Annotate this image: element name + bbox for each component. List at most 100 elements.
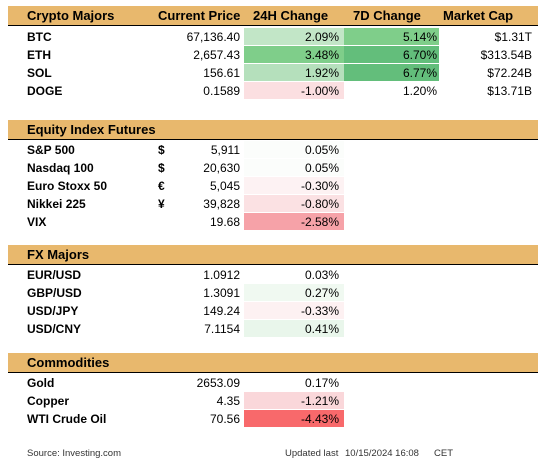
commodities-header: Commodities — [8, 353, 538, 373]
change-7d-fill — [344, 46, 439, 63]
commodity-name: Gold — [27, 376, 55, 390]
pair-name: USD/JPY — [27, 304, 79, 318]
change-7d: 6.70% — [402, 48, 437, 62]
crypto-row: SOL 156.61 1.92% 6.77% $72.24B — [8, 64, 538, 82]
equity-row: VIX 19.68 -2.58% — [8, 213, 538, 231]
index-change: -2.58% — [300, 215, 339, 229]
change-7d: 5.14% — [402, 30, 437, 44]
change-fill — [244, 392, 344, 409]
pair-name: EUR/USD — [27, 268, 82, 282]
currency-symbol: $ — [158, 161, 165, 175]
equity-section: Equity Index Futures S&P 500 $5,911 0.05% N… — [8, 120, 538, 230]
change-7d-fill — [344, 28, 439, 45]
change-24h: 1.92% — [304, 66, 339, 80]
change-fill — [244, 302, 344, 319]
crypto-row: BTC 67,136.40 2.09% 5.14% $1.31T — [8, 28, 538, 46]
change-7d-fill — [344, 82, 439, 99]
change-fill — [244, 284, 344, 301]
col-current-price: Current Price — [158, 8, 241, 23]
commodity-price: 4.35 — [216, 394, 240, 408]
commodity-row: Gold 2653.09 0.17% — [8, 374, 538, 392]
fx-header: FX Majors — [8, 245, 538, 265]
change-fill — [244, 374, 344, 391]
asset-name: ETH — [27, 48, 51, 62]
change-7d: 1.20% — [402, 84, 437, 98]
change-fill — [244, 195, 344, 212]
index-change: -0.30% — [300, 179, 339, 193]
change-24h-fill — [244, 28, 344, 45]
pair-price: 1.3091 — [203, 286, 240, 300]
fx-row: USD/CNY 7.1154 0.41% — [8, 320, 538, 338]
change-7d-fill — [344, 64, 439, 81]
index-price: 5,045 — [209, 179, 240, 193]
change-fill — [244, 177, 344, 194]
change-24h-fill — [244, 46, 344, 63]
fx-row: EUR/USD 1.0912 0.03% — [8, 266, 538, 284]
col-market-cap: Market Cap — [443, 8, 514, 23]
updated-timestamp: 10/15/2024 16:08 — [345, 448, 419, 459]
change-24h: 2.09% — [304, 30, 339, 44]
crypto-section: Crypto Majors Current Price 24H Change 7… — [8, 6, 538, 102]
commodity-price: 70.56 — [209, 412, 240, 426]
col-24h-change: 24H Change — [253, 8, 329, 23]
pair-change: 0.03% — [304, 268, 339, 282]
equity-row: S&P 500 $5,911 0.05% — [8, 141, 538, 159]
change-fill — [244, 159, 344, 176]
equity-row: Euro Stoxx 50 €5,045 -0.30% — [8, 177, 538, 195]
current-price: 67,136.40 — [186, 30, 240, 44]
change-fill — [244, 141, 344, 158]
index-change: 0.05% — [304, 143, 339, 157]
change-fill — [244, 410, 344, 427]
index-change: -0.80% — [300, 197, 339, 211]
pair-price: 1.0912 — [203, 268, 240, 282]
col-7d-change: 7D Change — [353, 8, 421, 23]
commodity-name: WTI Crude Oil — [27, 412, 107, 426]
commodity-change: -4.43% — [300, 412, 339, 426]
commodity-price: 2653.09 — [196, 376, 240, 390]
change-24h-fill — [244, 82, 344, 99]
change-fill — [244, 213, 344, 230]
timezone: CET — [434, 448, 453, 459]
current-price: 0.1589 — [203, 84, 240, 98]
equity-header: Equity Index Futures — [8, 120, 538, 140]
index-price: 20,630 — [203, 161, 240, 175]
crypto-row: ETH 2,657.43 3.48% 6.70% $313.54B — [8, 46, 538, 64]
fx-section: FX Majors EUR/USD 1.0912 0.03% GBP/USD 1.309… — [8, 245, 538, 337]
equity-row: Nikkei 225 ¥39,828 -0.80% — [8, 195, 538, 213]
market-cap: $13.71B — [487, 84, 532, 98]
asset-name: BTC — [27, 30, 52, 44]
pair-change: -0.33% — [300, 304, 339, 318]
change-fill — [244, 320, 344, 337]
index-name: S&P 500 — [27, 143, 75, 157]
pair-name: GBP/USD — [27, 286, 82, 300]
pair-price: 7.1154 — [204, 322, 240, 336]
index-price: 39,828 — [203, 197, 240, 211]
change-7d: 6.77% — [402, 66, 437, 80]
fx-row: GBP/USD 1.3091 0.27% — [8, 284, 538, 302]
change-24h: -1.00% — [300, 84, 339, 98]
currency-symbol: € — [158, 179, 165, 193]
index-name: Nikkei 225 — [27, 197, 86, 211]
pair-change: 0.27% — [304, 286, 339, 300]
asset-name: SOL — [27, 66, 52, 80]
equity-row: Nasdaq 100 $20,630 0.05% — [8, 159, 538, 177]
commodity-row: WTI Crude Oil 70.56 -4.43% — [8, 410, 538, 428]
crypto-row: DOGE 0.1589 -1.00% 1.20% $13.71B — [8, 82, 538, 100]
asset-name: DOGE — [27, 84, 63, 98]
fx-title: FX Majors — [27, 247, 90, 262]
market-cap: $313.54B — [480, 48, 532, 62]
commodity-change: -1.21% — [300, 394, 339, 408]
change-24h: 3.48% — [304, 48, 339, 62]
pair-price: 149.24 — [203, 304, 240, 318]
change-fill — [244, 266, 344, 283]
market-cap: $1.31T — [494, 30, 532, 44]
fx-row: USD/JPY 149.24 -0.33% — [8, 302, 538, 320]
index-name: Euro Stoxx 50 — [27, 179, 108, 193]
commodity-row: Copper 4.35 -1.21% — [8, 392, 538, 410]
pair-change: 0.41% — [304, 322, 339, 336]
market-cap: $72.24B — [487, 66, 532, 80]
change-24h-fill — [244, 64, 344, 81]
commodities-title: Commodities — [27, 355, 110, 370]
index-change: 0.05% — [304, 161, 339, 175]
index-name: Nasdaq 100 — [27, 161, 94, 175]
